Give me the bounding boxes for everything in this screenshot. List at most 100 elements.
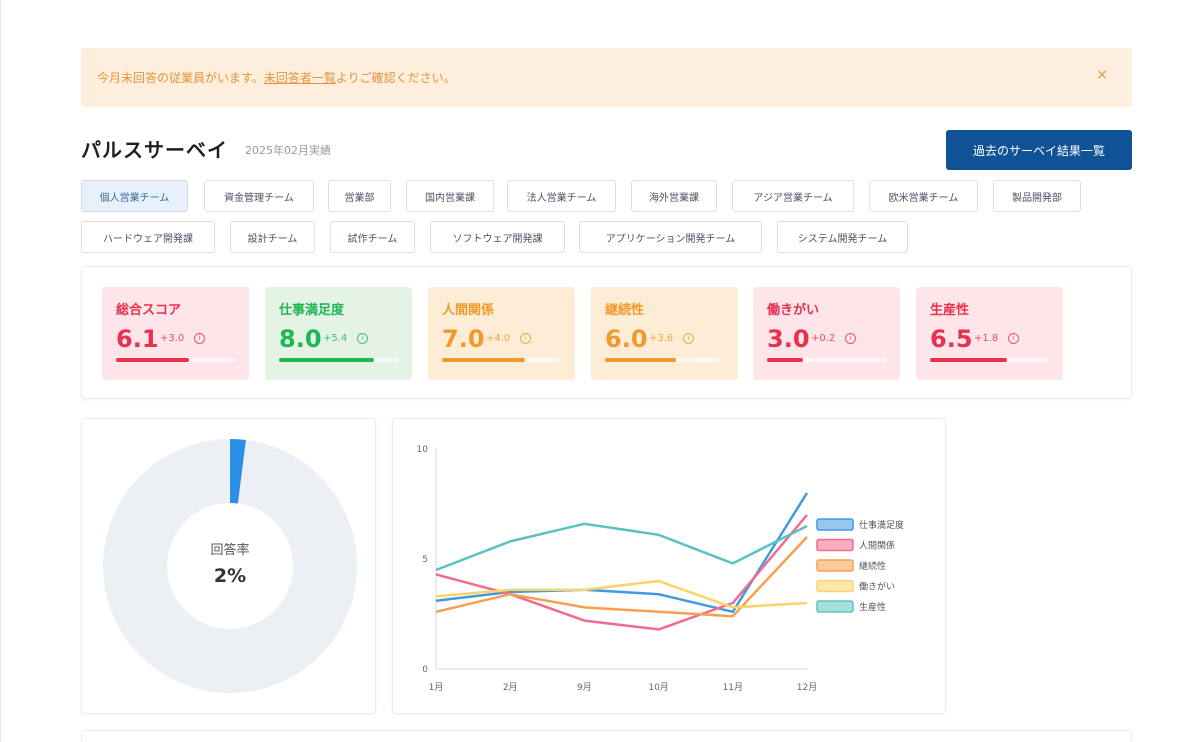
kpi-value: 6.1	[116, 325, 159, 353]
legend-swatch	[816, 538, 854, 552]
alert-text-after: よりご確認ください。	[335, 71, 456, 85]
response-rate-card: 回答率 2%	[81, 418, 376, 714]
kpi-delta: +3.6	[649, 333, 674, 344]
donut-arc	[103, 439, 357, 693]
info-icon[interactable]: i	[520, 333, 531, 344]
team-chip[interactable]: アプリケーション開発チーム	[579, 221, 762, 253]
kpi-progress-fill	[930, 358, 1008, 362]
kpi-delta: +0.2	[811, 333, 836, 344]
kpi-label: 継続性	[605, 303, 645, 318]
kpi-panel: 総合スコア 6.1 +3.0 i 仕事満足度 8.0 +5.4 i 人間関係 7…	[81, 266, 1132, 399]
legend-label: 継続性	[859, 560, 886, 572]
kpi-progress-fill	[279, 358, 375, 362]
team-chip[interactable]: 資金管理チーム	[204, 180, 314, 212]
kpi-progress-track	[116, 358, 235, 362]
kpi-progress-track	[279, 358, 398, 362]
team-chip[interactable]: 設計チーム	[230, 221, 315, 253]
info-icon[interactable]: i	[357, 333, 368, 344]
legend-swatch	[816, 518, 854, 531]
x-tick-label: 10月	[648, 682, 668, 693]
team-chip[interactable]: ハードウェア開発課	[81, 221, 215, 253]
y-tick-label: 5	[422, 555, 428, 565]
kpi-progress-track	[605, 358, 724, 362]
score-trend-card: 0 5 10 1月 2月 9月 10月 11月 12月 仕事満足度人間関係継続性働きがい生産性	[392, 418, 946, 714]
team-chip[interactable]: アジア営業チーム	[732, 180, 854, 212]
team-chip[interactable]: 試作チーム	[330, 221, 415, 253]
x-tick-label: 12月	[797, 682, 817, 693]
unanswered-alert: 今月未回答の従業員がいます。 未回答者一覧 よりご確認ください。 ×	[81, 48, 1132, 107]
alert-text-before: 今月未回答の従業員がいます。	[97, 71, 264, 85]
kpi-delta: +3.0	[160, 333, 185, 344]
response-rate-donut: 回答率 2%	[103, 439, 357, 693]
kpi-label: 人間関係	[442, 303, 495, 318]
title-row: パルスサーベイ 2025年02月実績 過去のサーベイ結果一覧	[81, 130, 1132, 170]
kpi-value: 8.0	[279, 325, 322, 353]
kpi-progress-fill	[605, 358, 677, 362]
series-line	[435, 522, 808, 572]
unanswered-list-link[interactable]: 未回答者一覧	[263, 71, 336, 85]
team-chip[interactable]: 個人営業チーム	[81, 180, 188, 212]
legend-swatch	[816, 600, 854, 613]
kpi-progress-fill	[116, 358, 189, 362]
kpi-delta: +5.4	[323, 333, 348, 344]
kpi-progress-track	[930, 358, 1049, 362]
legend-swatch	[816, 559, 854, 572]
series-line	[435, 536, 808, 618]
legend-label: 人間関係	[859, 541, 895, 552]
next-section-card	[81, 730, 1132, 742]
kpi-progress-track	[442, 358, 561, 362]
team-chip[interactable]: 海外営業課	[631, 180, 717, 212]
close-icon[interactable]: ×	[1096, 67, 1108, 83]
period-label: 2025年02月実績	[245, 144, 331, 157]
kpi-label: 総合スコア	[116, 303, 182, 318]
legend-label: 働きがい	[859, 581, 895, 593]
team-chip[interactable]: 法人営業チーム	[507, 180, 616, 212]
legend-swatch	[816, 579, 854, 593]
kpi-card: 仕事満足度 8.0 +5.4 i	[265, 287, 412, 380]
legend-label: 仕事満足度	[859, 519, 904, 531]
kpi-delta: +1.8	[974, 333, 999, 344]
x-tick-label: 11月	[723, 682, 743, 693]
kpi-progress-fill	[442, 358, 526, 362]
y-tick-label: 10	[417, 445, 429, 455]
kpi-card: 人間関係 7.0 +4.0 i	[428, 287, 575, 380]
y-tick-label: 0	[422, 665, 428, 675]
team-chip[interactable]: 国内営業課	[406, 180, 494, 212]
kpi-value: 7.0	[442, 325, 485, 353]
kpi-value: 6.5	[930, 325, 973, 353]
series-line	[435, 492, 809, 614]
donut-label: 回答率	[210, 542, 249, 558]
x-tick-label: 1月	[429, 682, 444, 693]
series-line	[435, 514, 808, 631]
team-chip[interactable]: 欧米営業チーム	[869, 180, 978, 212]
kpi-card: 生産性 6.5 +1.8 i	[916, 287, 1063, 380]
legend-label: 生産性	[859, 601, 886, 613]
kpi-label: 働きがい	[767, 303, 820, 318]
team-chip[interactable]: ソフトウェア開発課	[430, 221, 565, 253]
page-title: パルスサーベイ	[81, 138, 228, 162]
team-chip[interactable]: 営業部	[328, 180, 391, 212]
kpi-card: 継続性 6.0 +3.6 i	[591, 287, 738, 380]
past-survey-results-button[interactable]: 過去のサーベイ結果一覧	[946, 130, 1132, 170]
info-icon[interactable]: i	[1008, 333, 1019, 344]
series-line	[435, 579, 808, 609]
team-chip[interactable]: 製品開発部	[993, 180, 1081, 212]
donut-value: 2%	[214, 565, 246, 587]
kpi-value: 6.0	[605, 325, 648, 353]
kpi-card: 働きがい 3.0 +0.2 i	[753, 287, 900, 380]
x-tick-label: 2月	[503, 682, 518, 693]
kpi-value: 3.0	[767, 325, 810, 353]
info-icon[interactable]: i	[683, 333, 694, 344]
info-icon[interactable]: i	[194, 333, 205, 344]
kpi-delta: +4.0	[486, 333, 511, 344]
kpi-label: 仕事満足度	[279, 303, 345, 318]
x-tick-label: 9月	[577, 682, 592, 693]
kpi-card: 総合スコア 6.1 +3.0 i	[102, 287, 249, 380]
kpi-progress-fill	[767, 358, 803, 362]
team-chip[interactable]: システム開発チーム	[777, 221, 908, 253]
info-icon[interactable]: i	[845, 333, 856, 344]
kpi-progress-track	[767, 358, 886, 362]
kpi-label: 生産性	[930, 303, 970, 318]
